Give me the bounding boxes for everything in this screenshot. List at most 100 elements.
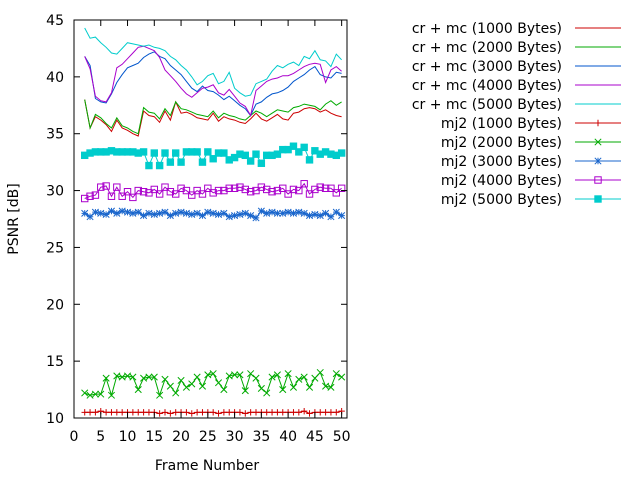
data-point <box>178 377 184 383</box>
data-point <box>135 209 141 215</box>
data-point <box>296 376 302 382</box>
x-tick-label: 10 <box>119 429 137 445</box>
data-point <box>338 212 344 218</box>
legend-marker <box>595 196 601 202</box>
legend-label: cr + mc (4000 Bytes) <box>412 78 562 94</box>
data-point <box>317 369 323 375</box>
data-point <box>269 209 275 215</box>
data-point <box>290 210 296 216</box>
data-point <box>290 384 296 390</box>
data-point <box>87 214 93 220</box>
data-point <box>162 376 168 382</box>
data-point <box>156 392 162 398</box>
data-point <box>162 150 168 156</box>
legend-item-5: cr + mc (5000 Bytes) <box>412 97 621 113</box>
legend-label: mj2 (4000 Bytes) <box>441 173 562 189</box>
data-point <box>237 211 243 217</box>
data-point <box>162 409 168 415</box>
data-point <box>215 211 221 217</box>
plot-series <box>82 28 345 417</box>
legend-item-3: cr + mc (3000 Bytes) <box>412 59 621 75</box>
data-point <box>264 390 270 396</box>
data-point <box>264 210 270 216</box>
series-line <box>85 28 342 96</box>
data-point <box>162 209 168 215</box>
y-axis-label: PSNR [dB] <box>6 183 22 254</box>
data-point <box>167 410 173 416</box>
x-tick-label: 25 <box>199 429 217 445</box>
data-point <box>215 410 221 416</box>
data-point <box>119 208 125 214</box>
data-point <box>199 159 205 165</box>
legend-item-2: cr + mc (2000 Bytes) <box>412 40 621 56</box>
data-point <box>146 162 152 168</box>
data-point <box>280 210 286 216</box>
data-point <box>328 214 334 220</box>
data-point <box>280 386 286 392</box>
legend-item-1: cr + mc (1000 Bytes) <box>412 21 621 37</box>
x-tick-label: 30 <box>226 429 244 445</box>
data-point <box>338 374 344 380</box>
data-point <box>178 159 184 165</box>
data-point <box>333 209 339 215</box>
data-point <box>156 162 162 168</box>
data-point <box>194 149 200 155</box>
data-point <box>135 386 141 392</box>
y-tick-label: 35 <box>46 127 64 143</box>
data-point <box>151 150 157 156</box>
data-point <box>82 210 88 216</box>
x-tick-label: 15 <box>145 429 163 445</box>
legend-label: cr + mc (3000 Bytes) <box>412 59 562 75</box>
data-point <box>173 210 179 216</box>
legend-marker <box>595 120 601 126</box>
x-tick-label: 5 <box>96 429 105 445</box>
series-9 <box>82 181 345 202</box>
y-tick-label: 15 <box>46 354 64 370</box>
y-tick-label: 20 <box>46 297 64 313</box>
data-point <box>306 384 312 390</box>
series-line <box>85 52 342 116</box>
series-7 <box>82 369 345 398</box>
y-tick-label: 40 <box>46 70 64 86</box>
x-axis-label: Frame Number <box>155 458 260 474</box>
data-point <box>173 390 179 396</box>
data-point <box>183 409 189 415</box>
data-point <box>167 159 173 165</box>
legend-item-10: mj2 (5000 Bytes) <box>441 192 621 208</box>
data-point <box>156 410 162 416</box>
data-point <box>312 375 318 381</box>
data-point <box>205 149 211 155</box>
legend-marker <box>595 158 601 164</box>
data-point <box>312 211 318 217</box>
data-point <box>296 409 302 415</box>
data-point <box>285 209 291 215</box>
data-point <box>173 150 179 156</box>
data-point <box>253 215 259 221</box>
data-point <box>199 212 205 218</box>
legend-label: mj2 (2000 Bytes) <box>441 135 562 151</box>
legend-label: mj2 (1000 Bytes) <box>441 116 562 132</box>
legend-item-7: mj2 (2000 Bytes) <box>441 135 621 151</box>
data-point <box>210 409 216 415</box>
legend-label: cr + mc (5000 Bytes) <box>412 97 562 113</box>
data-point <box>322 210 328 216</box>
x-tick-label: 40 <box>279 429 297 445</box>
series-5 <box>85 28 342 96</box>
x-tick-label: 35 <box>252 429 270 445</box>
legend-item-4: cr + mc (4000 Bytes) <box>412 78 621 94</box>
data-point <box>103 211 109 217</box>
y-tick-label: 30 <box>46 184 64 200</box>
data-point <box>140 149 146 155</box>
data-point <box>124 209 130 215</box>
x-tick-label: 50 <box>333 429 351 445</box>
legend-label: cr + mc (2000 Bytes) <box>412 40 562 56</box>
data-point <box>103 375 109 381</box>
x-tick-label: 45 <box>306 429 324 445</box>
data-point <box>183 210 189 216</box>
data-point <box>210 210 216 216</box>
x-tick-label: 20 <box>172 429 190 445</box>
data-point <box>247 370 253 376</box>
y-tick-label: 25 <box>46 240 64 256</box>
